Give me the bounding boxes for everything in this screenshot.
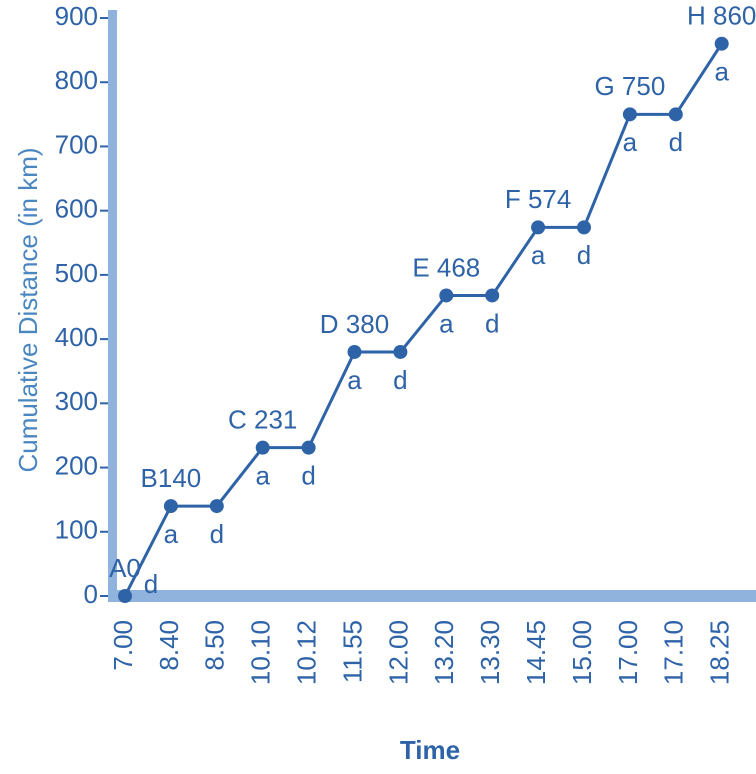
- y-tick-label: 300: [55, 386, 98, 416]
- x-tick-label: 15.00: [567, 620, 597, 685]
- point: [393, 344, 408, 359]
- y-tick-label: 800: [55, 65, 98, 95]
- point: [531, 220, 546, 235]
- x-tick-label: 10.12: [291, 620, 321, 685]
- x-tick-label: 17.10: [659, 620, 689, 685]
- point-label: A0: [109, 553, 141, 583]
- y-tick-label: 0: [84, 579, 98, 609]
- x-axis-label: Time: [400, 735, 460, 765]
- x-tick-label: 8.40: [154, 620, 184, 671]
- point: [163, 499, 178, 514]
- point: [118, 589, 132, 603]
- point-mark: a: [255, 461, 270, 491]
- y-tick-label: 500: [55, 258, 98, 288]
- x-tick-label: 14.45: [521, 620, 551, 685]
- point-label: G 750: [594, 71, 665, 101]
- point-mark: a: [531, 240, 546, 270]
- point-mark: d: [485, 308, 499, 338]
- point-mark: a: [347, 365, 362, 395]
- y-tick-label: 200: [55, 450, 98, 480]
- x-axis: [108, 590, 756, 602]
- point: [485, 288, 500, 303]
- x-tick-label: 13.30: [475, 620, 505, 685]
- y-tick-label: 400: [55, 322, 98, 352]
- x-tick-label: 12.00: [383, 620, 413, 685]
- point-mark: a: [439, 308, 454, 338]
- point-mark: d: [393, 365, 407, 395]
- point: [622, 107, 637, 122]
- point-label: C 231: [228, 405, 297, 435]
- x-tick-label: 8.50: [200, 620, 230, 671]
- point-label: H 860: [687, 1, 756, 31]
- y-tick-label: 900: [55, 1, 98, 31]
- point: [714, 36, 729, 51]
- point: [255, 440, 270, 455]
- point: [301, 440, 316, 455]
- point: [347, 344, 362, 359]
- point-mark: d: [144, 569, 158, 599]
- point-mark: a: [714, 57, 729, 87]
- point-mark: a: [623, 127, 638, 157]
- y-axis-label: Cumulative Distance (in km): [13, 147, 43, 472]
- x-tick-label: 10.10: [246, 620, 276, 685]
- point-label: F 574: [505, 184, 572, 214]
- point-mark: d: [210, 519, 224, 549]
- y-tick-label: 100: [55, 515, 98, 545]
- point-mark: a: [164, 519, 179, 549]
- x-tick-label: 18.25: [705, 620, 735, 685]
- point-mark: d: [577, 240, 591, 270]
- point-mark: d: [669, 127, 683, 157]
- point: [439, 288, 454, 303]
- x-tick-label: 11.55: [337, 620, 367, 683]
- point: [577, 220, 591, 235]
- point-label: B140: [141, 463, 202, 493]
- point: [209, 499, 224, 514]
- point-mark: d: [301, 461, 315, 491]
- point-label: D 380: [320, 309, 389, 339]
- y-tick-label: 700: [55, 129, 98, 159]
- point-label: E 468: [412, 252, 480, 282]
- y-tick-label: 600: [55, 194, 98, 224]
- x-tick-label: 13.20: [429, 620, 459, 685]
- x-tick-label: 17.00: [613, 620, 643, 685]
- y-axis: [108, 10, 117, 602]
- x-tick-label: 7.00: [108, 620, 138, 671]
- point: [668, 107, 683, 122]
- line: [123, 42, 723, 597]
